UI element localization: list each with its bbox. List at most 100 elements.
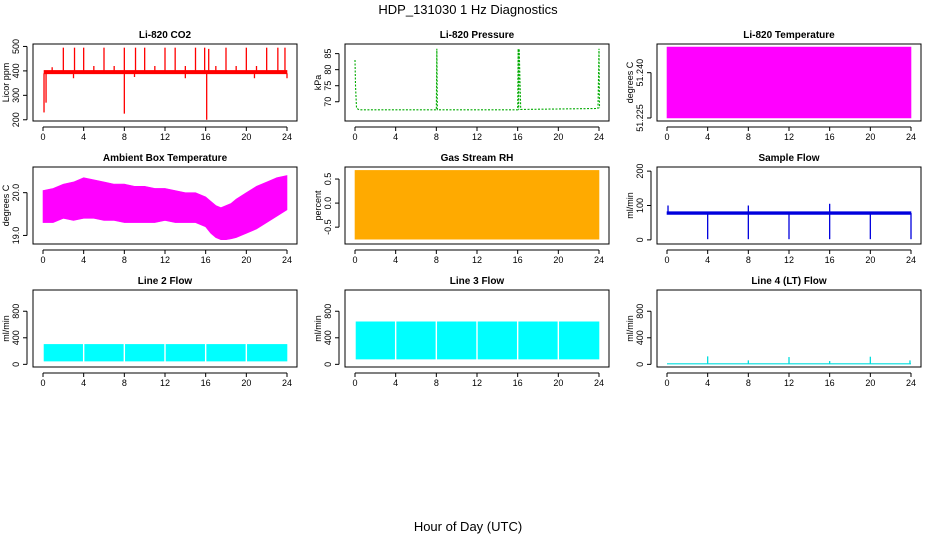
x-tick-label: 12 xyxy=(784,378,794,388)
y-tick-label: 200 xyxy=(635,164,645,179)
panel-frame xyxy=(32,43,298,122)
panel-data xyxy=(43,290,288,367)
y-tick-label: 0.0 xyxy=(323,197,333,210)
x-tick-label: 16 xyxy=(825,378,835,388)
panel-frame xyxy=(656,166,922,245)
panel-rh: Gas Stream RH 0 4 8 12 16 20 24 -0.5 0.0 0.5percen… xyxy=(313,153,610,265)
panel-data xyxy=(43,47,288,120)
x-tick-label: 4 xyxy=(393,255,398,265)
panel-data xyxy=(355,290,600,367)
y-tick-label: 51.225 xyxy=(635,104,645,132)
x-tick-label: 24 xyxy=(282,255,292,265)
x-tick-label: 20 xyxy=(553,255,563,265)
panel-frame xyxy=(656,43,922,122)
x-tick-label: 20 xyxy=(241,378,251,388)
x-tick-label: 4 xyxy=(81,132,86,142)
x-tick-label: 12 xyxy=(472,255,482,265)
panel-title: Gas Stream RH xyxy=(441,153,514,164)
x-tick-label: 0 xyxy=(664,378,669,388)
x-tick-label: 24 xyxy=(594,255,604,265)
x-tick-label: 8 xyxy=(122,378,127,388)
x-tick-label: 24 xyxy=(906,378,916,388)
y-tick-label: 85 xyxy=(323,49,333,59)
x-tick-label: 12 xyxy=(160,132,170,142)
x-tick-label: 16 xyxy=(201,255,211,265)
y-axis-label: ml/min xyxy=(625,192,635,219)
x-tick-label: 4 xyxy=(705,255,710,265)
x-tick-label: 0 xyxy=(352,132,357,142)
x-tick-label: 16 xyxy=(513,132,523,142)
panel-frame xyxy=(344,289,610,368)
panel-title: Li-820 Pressure xyxy=(440,30,515,41)
panel-data xyxy=(354,170,600,240)
series-temperature xyxy=(42,175,288,241)
x-tick-label: 20 xyxy=(865,255,875,265)
series-pressure xyxy=(354,48,601,111)
panel-title: Sample Flow xyxy=(758,153,819,164)
y-tick-label: 0 xyxy=(635,362,645,367)
x-tick-label: 8 xyxy=(746,378,751,388)
y-axis-label: percent xyxy=(313,190,323,221)
x-tick-label: 12 xyxy=(472,132,482,142)
x-tick-label: 20 xyxy=(865,378,875,388)
x-tick-label: 8 xyxy=(122,255,127,265)
figure-x-label: Hour of Day (UTC) xyxy=(414,519,522,534)
y-axis-label: ml/min xyxy=(625,315,635,342)
panel-sample_flow: Sample Flow 0 4 8 12 16 20 24 0 100 200 ml/min xyxy=(625,153,922,265)
x-tick-label: 8 xyxy=(434,132,439,142)
x-tick-label: 0 xyxy=(664,255,669,265)
panel-title: Line 2 Flow xyxy=(138,276,193,287)
panel-licor_temp: Li-820 Temperature 0 4 8 12 16 20 24 51.225 51.24… xyxy=(625,30,922,142)
y-axis-label: degrees C xyxy=(625,61,635,103)
panel-data xyxy=(666,46,912,119)
x-tick-label: 8 xyxy=(122,132,127,142)
panel-data xyxy=(354,48,601,111)
y-tick-label: 20.0 xyxy=(11,184,21,202)
y-tick-label: 400 xyxy=(11,63,21,78)
x-tick-label: 24 xyxy=(594,378,604,388)
x-tick-label: 24 xyxy=(282,378,292,388)
x-tick-label: 16 xyxy=(513,378,523,388)
y-tick-label: 80 xyxy=(323,65,333,75)
x-tick-label: 12 xyxy=(160,255,170,265)
panel-frame xyxy=(344,43,610,122)
x-tick-label: 4 xyxy=(81,378,86,388)
x-tick-label: 8 xyxy=(746,255,751,265)
x-tick-label: 8 xyxy=(746,132,751,142)
x-tick-label: 20 xyxy=(553,378,563,388)
y-tick-label: 75 xyxy=(323,81,333,91)
y-tick-label: 400 xyxy=(635,330,645,345)
y-tick-label: 19.0 xyxy=(11,227,21,245)
panel-data xyxy=(666,203,912,240)
panel-frame xyxy=(344,166,610,245)
x-tick-label: 12 xyxy=(784,132,794,142)
y-tick-label: -0.5 xyxy=(323,219,333,235)
x-tick-label: 16 xyxy=(825,132,835,142)
x-tick-label: 20 xyxy=(865,132,875,142)
panel-frame xyxy=(32,289,298,368)
x-tick-label: 8 xyxy=(434,255,439,265)
x-tick-label: 16 xyxy=(201,378,211,388)
x-tick-label: 0 xyxy=(40,132,45,142)
x-tick-label: 16 xyxy=(201,132,211,142)
panel-title: Ambient Box Temperature xyxy=(103,153,228,164)
x-tick-label: 24 xyxy=(594,132,604,142)
x-tick-label: 20 xyxy=(553,132,563,142)
panel-frame xyxy=(656,289,922,368)
series-temperature xyxy=(666,46,912,119)
x-tick-label: 20 xyxy=(241,132,251,142)
panel-data xyxy=(667,356,911,365)
x-tick-label: 0 xyxy=(40,255,45,265)
x-tick-label: 4 xyxy=(393,378,398,388)
y-tick-label: 100 xyxy=(635,198,645,213)
x-tick-label: 16 xyxy=(825,255,835,265)
x-tick-label: 24 xyxy=(906,255,916,265)
y-axis-label: Licor ppm xyxy=(1,63,11,103)
x-tick-label: 4 xyxy=(393,132,398,142)
x-tick-label: 0 xyxy=(352,378,357,388)
